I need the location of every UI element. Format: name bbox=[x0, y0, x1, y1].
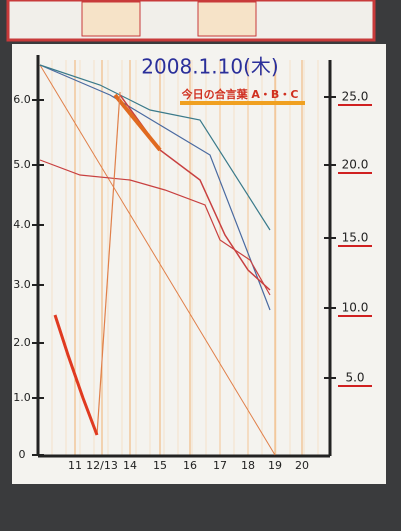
title: 2008.1.10(木) bbox=[141, 55, 278, 79]
top-sheet bbox=[8, 0, 374, 40]
x-label: 17 bbox=[213, 459, 227, 472]
left-tick-label: 1.0 bbox=[13, 391, 31, 404]
hatched-box bbox=[198, 2, 256, 36]
x-label: 20 bbox=[295, 459, 309, 472]
left-tick-label: 3.0 bbox=[13, 278, 31, 291]
x-label: 19 bbox=[268, 459, 282, 472]
left-tick-label: 4.0 bbox=[13, 218, 31, 231]
right-tick-label: 5.0 bbox=[345, 371, 364, 385]
x-label: 14 bbox=[123, 459, 137, 472]
left-tick-label: 6.0 bbox=[13, 93, 31, 106]
right-tick-label: 20.0 bbox=[342, 158, 369, 172]
photo: 2008.1.10(木) 今日の合言葉 A・B・C 6.0 5.0 4.0 3.0 2.… bbox=[0, 0, 401, 531]
left-tick-label: 0 bbox=[19, 448, 26, 461]
x-label: 18 bbox=[241, 459, 255, 472]
right-tick-label: 10.0 bbox=[342, 301, 369, 315]
x-label: 11 bbox=[68, 459, 82, 472]
x-label: 12/13 bbox=[86, 459, 118, 472]
x-label: 16 bbox=[183, 459, 197, 472]
right-tick-label: 15.0 bbox=[342, 231, 369, 245]
hatched-box bbox=[82, 2, 140, 36]
page: 2008.1.10(木) 今日の合言葉 A・B・C 6.0 5.0 4.0 3.0 2.… bbox=[0, 0, 401, 531]
subtitle: 今日の合言葉 A・B・C bbox=[181, 87, 299, 101]
left-tick-label: 5.0 bbox=[13, 158, 31, 171]
right-tick-label: 25.0 bbox=[342, 90, 369, 104]
left-tick-label: 2.0 bbox=[13, 336, 31, 349]
x-label: 15 bbox=[153, 459, 167, 472]
